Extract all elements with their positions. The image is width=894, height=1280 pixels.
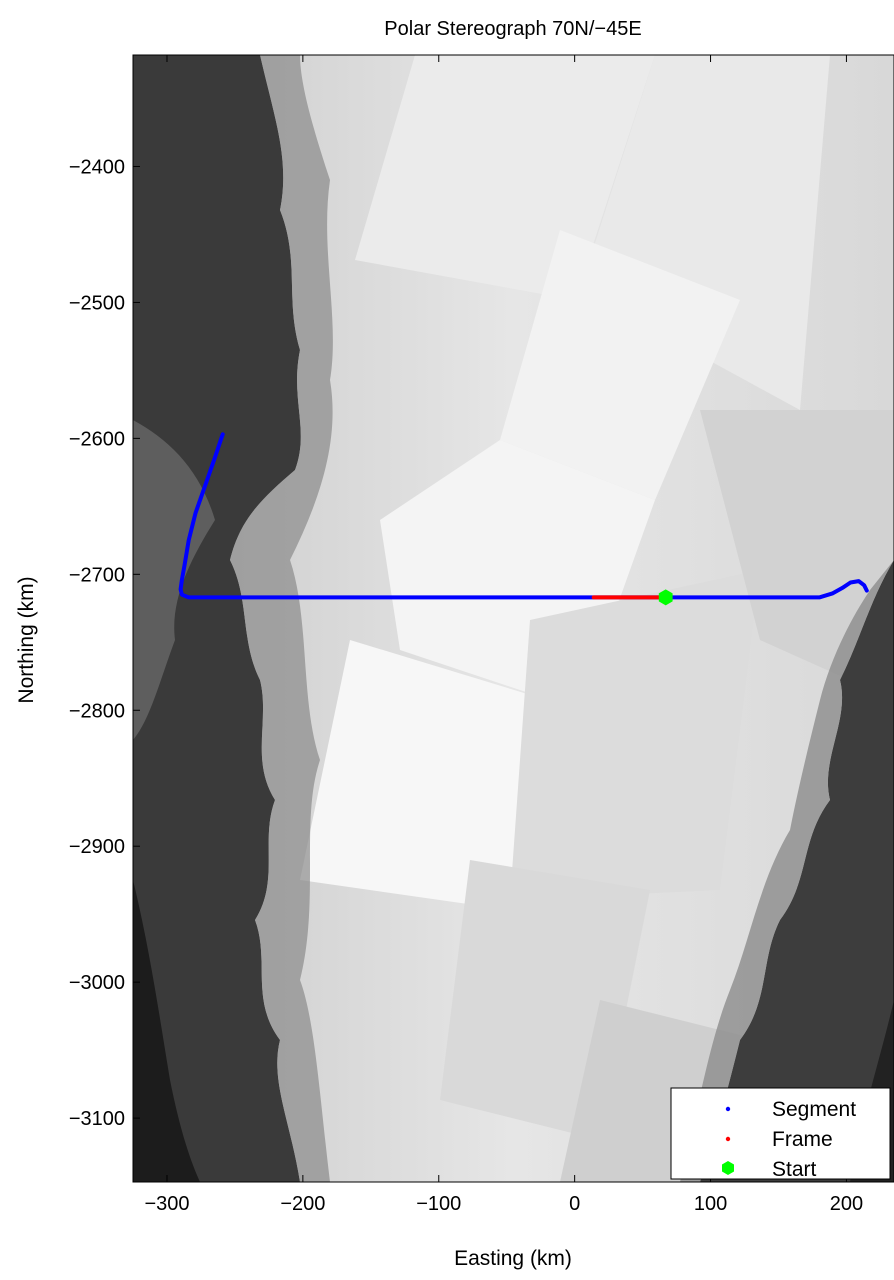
mosaic-tile <box>510 570 760 900</box>
mosaic-tile <box>300 640 580 910</box>
west-coast-land <box>133 55 301 1182</box>
segment-track-line <box>178 432 869 600</box>
y-tick-label: −3000 <box>69 972 125 994</box>
legend-marker-segment <box>725 1106 731 1112</box>
y-tick-label: −2500 <box>69 292 125 314</box>
y-axis-ticks: −2400 −2500 −2600 −2700 −2800 −2900 −3000 −3100 <box>69 156 140 1130</box>
legend-marker-start <box>722 1161 734 1175</box>
east-coast-land <box>700 560 894 1182</box>
x-tick-label: −100 <box>416 1193 461 1215</box>
x-tick-label: 200 <box>830 1193 863 1215</box>
x-axis-ticks: −300 −200 −100 0 100 200 <box>144 55 863 1215</box>
mosaic-tile <box>700 410 894 700</box>
y-tick-label: −2400 <box>69 156 125 178</box>
flight-track-series <box>178 432 869 606</box>
y-tick-label: −2800 <box>69 700 125 722</box>
y-tick-label: −2600 <box>69 428 125 450</box>
west-ice-margin <box>230 55 333 1182</box>
x-tick-label: 0 <box>569 1193 580 1215</box>
legend-marker-frame <box>725 1136 731 1142</box>
chart-title: Polar Stereograph 70N/−45E <box>384 18 641 40</box>
x-tick-label: 100 <box>694 1193 727 1215</box>
x-tick-label: −200 <box>280 1193 325 1215</box>
west-coast-fjords <box>133 420 215 740</box>
y-tick-label: −3100 <box>69 1108 125 1130</box>
legend-label-frame: Frame <box>772 1128 833 1151</box>
satellite-mosaic-image <box>133 55 894 1182</box>
y-tick-label: −2900 <box>69 836 125 858</box>
west-ocean <box>133 880 200 1182</box>
y-tick-label: −2700 <box>69 564 125 586</box>
legend-box <box>670 1087 891 1180</box>
start-marker <box>658 589 673 606</box>
x-tick-label: −300 <box>144 1193 189 1215</box>
legend-label-start: Start <box>772 1158 817 1181</box>
x-axis-label: Easting (km) <box>454 1247 572 1270</box>
mosaic-tile <box>500 230 740 500</box>
y-axis-label: Northing (km) <box>15 576 38 703</box>
east-coast-ice-margin <box>680 560 894 1182</box>
legend-label-segment: Segment <box>772 1098 856 1121</box>
legend: Segment Frame Start <box>670 1087 891 1181</box>
plot-area-frame <box>132 54 894 1183</box>
